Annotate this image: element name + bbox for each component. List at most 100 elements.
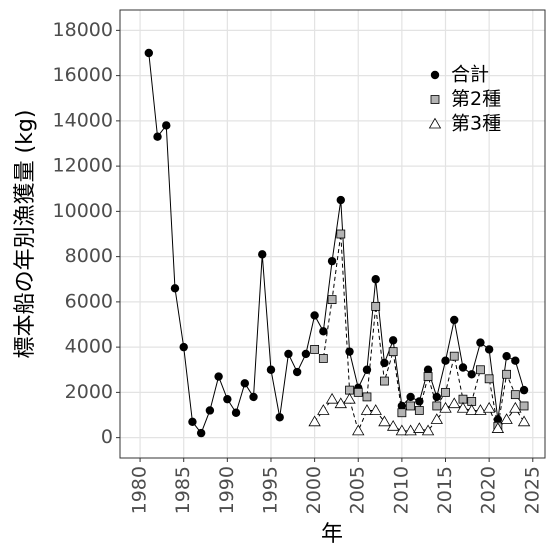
point xyxy=(327,256,337,266)
point xyxy=(196,428,206,438)
point xyxy=(153,132,162,141)
point xyxy=(319,327,328,336)
point xyxy=(449,351,459,361)
point xyxy=(474,404,487,415)
legend-marker xyxy=(428,117,442,129)
point xyxy=(162,121,171,130)
legend-marker xyxy=(430,70,440,80)
point xyxy=(510,390,520,400)
x-tick-label: 2000 xyxy=(303,466,325,514)
point xyxy=(502,369,512,379)
point xyxy=(317,404,330,415)
x-tick-label: 1985 xyxy=(172,466,194,514)
point xyxy=(170,284,180,293)
point xyxy=(423,372,433,381)
point xyxy=(441,356,450,365)
point xyxy=(467,370,476,379)
y-tick-label: 2000 xyxy=(65,381,113,403)
point xyxy=(369,404,382,415)
point xyxy=(484,345,494,354)
point xyxy=(500,413,513,424)
point xyxy=(502,351,511,361)
point xyxy=(345,347,354,356)
point xyxy=(310,344,320,354)
point xyxy=(275,413,284,422)
point xyxy=(336,229,346,239)
point xyxy=(388,336,398,345)
point xyxy=(362,365,372,374)
point xyxy=(258,250,267,259)
point xyxy=(406,401,416,411)
point xyxy=(493,415,503,424)
point xyxy=(301,349,311,359)
point xyxy=(491,422,505,433)
point xyxy=(421,424,435,436)
point xyxy=(439,401,452,413)
point xyxy=(310,311,319,320)
point xyxy=(441,387,450,397)
point xyxy=(456,401,470,413)
point xyxy=(380,358,389,368)
point xyxy=(388,347,398,357)
point xyxy=(292,367,302,377)
point xyxy=(432,392,441,402)
point xyxy=(327,295,337,305)
y-tick-label: 0 xyxy=(101,426,113,448)
point xyxy=(458,363,468,372)
y-tick-label: 14000 xyxy=(53,109,113,131)
point xyxy=(284,349,293,359)
x-axis-label: 年 xyxy=(321,522,343,546)
point xyxy=(430,413,443,424)
x-tick-label: 1990 xyxy=(216,466,238,514)
point xyxy=(484,374,494,384)
x-tick-label: 2025 xyxy=(521,466,543,514)
point xyxy=(406,392,415,402)
point xyxy=(511,356,520,365)
point xyxy=(380,376,389,386)
point xyxy=(318,354,328,363)
x-tick-label: 1980 xyxy=(129,466,151,514)
point xyxy=(249,392,258,402)
y-axis-label: 標本船の年別漁獲量 (kg) xyxy=(13,110,38,359)
point xyxy=(334,397,347,409)
point xyxy=(404,424,417,436)
point xyxy=(223,394,232,404)
point xyxy=(362,392,372,402)
x-tick-label: 1995 xyxy=(259,466,281,514)
point xyxy=(231,408,241,417)
legend-marker xyxy=(430,95,440,104)
legend-label: 合計 xyxy=(451,64,489,86)
point xyxy=(414,406,424,415)
point xyxy=(266,365,276,374)
point xyxy=(482,401,496,413)
point xyxy=(423,365,433,374)
point xyxy=(371,275,380,284)
point xyxy=(353,387,363,397)
x-tick-label: 2015 xyxy=(434,466,456,514)
plot-panel xyxy=(120,10,545,458)
x-tick-label: 2020 xyxy=(478,466,500,514)
point xyxy=(343,392,356,404)
point xyxy=(519,401,529,411)
point xyxy=(509,401,522,413)
legend-label: 第2種 xyxy=(451,88,501,110)
x-tick-label: 2005 xyxy=(347,466,369,514)
y-tick-label: 4000 xyxy=(65,336,113,358)
x-tick-label: 2010 xyxy=(390,466,412,514)
y-tick-label: 18000 xyxy=(53,19,113,41)
point xyxy=(240,379,249,388)
point xyxy=(448,397,461,409)
point xyxy=(413,422,426,433)
point xyxy=(336,195,345,205)
point xyxy=(397,401,407,411)
y-tick-label: 8000 xyxy=(65,245,113,267)
point xyxy=(517,415,531,427)
y-tick-label: 12000 xyxy=(53,155,113,177)
point xyxy=(371,302,381,311)
point xyxy=(476,338,485,347)
point xyxy=(352,424,365,436)
point xyxy=(465,404,478,415)
point xyxy=(360,404,374,415)
y-tick-label: 6000 xyxy=(65,290,113,312)
